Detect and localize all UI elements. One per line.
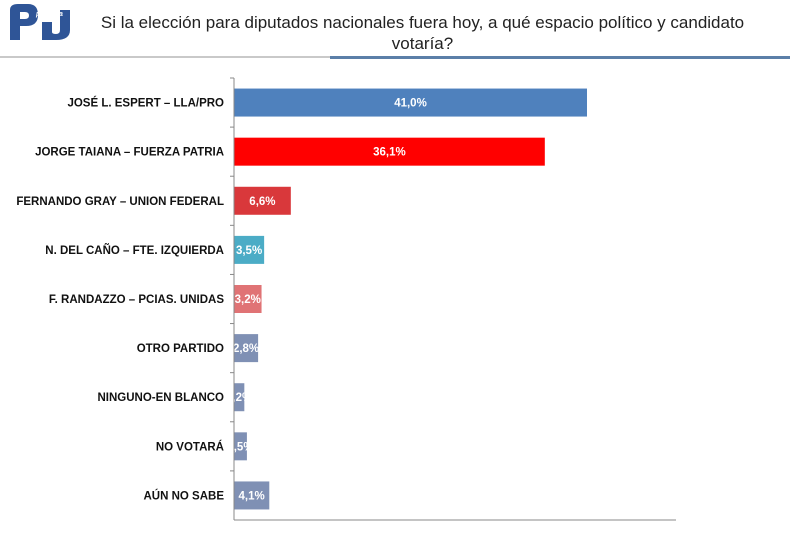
value-label: 41,0% xyxy=(394,98,427,110)
bar-6 xyxy=(234,383,245,412)
value-label: 4,1% xyxy=(239,490,265,502)
category-label: JOSÉ L. ESPERT – LLA/PRO xyxy=(67,97,224,110)
polldata-logo: polldata xyxy=(8,2,72,42)
bar-7 xyxy=(234,432,247,461)
bar-2 xyxy=(234,186,291,215)
value-label: 3,5% xyxy=(236,245,262,257)
logo-text: polldata xyxy=(36,11,63,18)
category-label: OTRO PARTIDO xyxy=(137,343,224,355)
bar-5 xyxy=(234,334,259,363)
bar-8 xyxy=(234,481,270,510)
bar-1 xyxy=(234,137,545,166)
bar-4 xyxy=(234,285,262,313)
polldata-logo-mark xyxy=(10,4,70,40)
header-rule-right xyxy=(330,56,790,59)
header-rule-left xyxy=(0,56,330,58)
value-label: 6,6% xyxy=(249,196,275,208)
category-label: FERNANDO GRAY – UNION FEDERAL xyxy=(16,196,224,208)
value-label: 3,2% xyxy=(235,294,261,306)
bar-3 xyxy=(234,235,265,264)
category-label: JORGE TAIANA – FUERZA PATRIA xyxy=(35,147,224,159)
category-label: NO VOTARÁ xyxy=(156,440,224,453)
category-label: F. RANDAZZO – PCIAS. UNIDAS xyxy=(49,294,224,306)
value-label: 36,1% xyxy=(373,147,406,159)
header-rule xyxy=(0,56,790,59)
category-label: N. DEL CAÑO – FTE. IZQUIERDA xyxy=(45,244,224,257)
category-label: AÚN NO SABE xyxy=(143,489,224,502)
bar-0 xyxy=(234,88,587,117)
category-label: NINGUNO-EN BLANCO xyxy=(98,392,225,404)
value-label: 1,5% xyxy=(227,441,253,453)
value-label: 1,2% xyxy=(226,392,252,404)
chart-title: Si la elección para diputados nacionales… xyxy=(100,13,745,53)
bar-chart: JOSÉ L. ESPERT – LLA/PRO 41,0% JORGE TAIAN… xyxy=(16,77,676,521)
value-label: 2,8% xyxy=(233,343,259,355)
